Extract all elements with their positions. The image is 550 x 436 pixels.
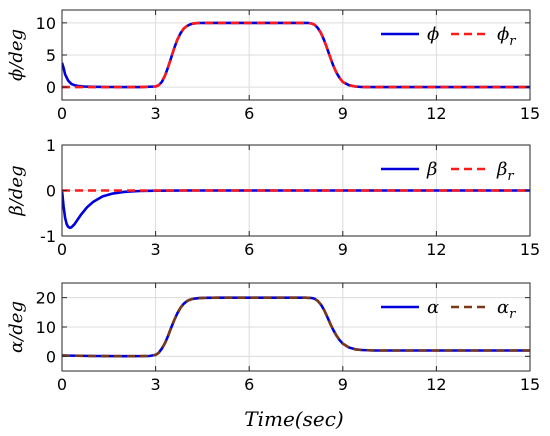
x-tick-label: 15 — [520, 104, 540, 123]
legend-alpha: α αr — [381, 297, 516, 322]
x-tick-label: 0 — [57, 104, 67, 123]
x-tick-label: 9 — [338, 104, 348, 123]
x-tick-label: 15 — [520, 240, 540, 259]
x-tick-label: 0 — [57, 240, 67, 259]
x-tick-label: 9 — [338, 375, 348, 394]
y-tick-label: 0 — [46, 78, 56, 97]
x-tick-label: 6 — [244, 240, 254, 259]
y-tick-label: 0 — [46, 182, 56, 201]
series-line-phi-r — [62, 21, 530, 89]
x-tick-label: 3 — [151, 240, 161, 259]
legend-label: β — [426, 159, 437, 180]
x-tick-label: 0 — [57, 375, 67, 394]
y-tick-label: -1 — [40, 227, 56, 246]
y-tick-label: 0 — [46, 347, 56, 366]
y-axis-label-alpha: α/deg — [6, 301, 27, 353]
x-tick-label: 3 — [151, 104, 161, 123]
subplot-phi: 0 3 6 9 12 15 0 5 10 ϕ/deg ϕ ϕr — [6, 9, 540, 123]
legend-label: βr — [496, 159, 514, 184]
legend-label: ϕr — [497, 24, 516, 49]
y-tick-label: 10 — [36, 318, 56, 337]
legend-label: ϕ — [427, 24, 439, 45]
x-tick-label: 9 — [338, 240, 348, 259]
legend-label: αr — [497, 297, 516, 322]
x-tick-label: 12 — [426, 104, 446, 123]
x-axis-label: Time(sec) — [244, 407, 343, 431]
x-tick-label: 12 — [426, 375, 446, 394]
y-tick-label: 10 — [36, 14, 56, 33]
x-tick-label: 15 — [520, 375, 540, 394]
x-tick-label: 12 — [426, 240, 446, 259]
legend-phi: ϕ ϕr — [381, 24, 516, 49]
y-axis-label-phi: ϕ/deg — [6, 29, 27, 81]
x-tick-label: 6 — [244, 104, 254, 123]
x-tick-label: 6 — [244, 375, 254, 394]
y-tick-label: 1 — [46, 136, 56, 155]
legend-beta: β βr — [381, 159, 514, 184]
legend-label: α — [427, 297, 439, 318]
y-axis-label-beta: β/deg — [6, 165, 27, 216]
x-tick-label: 3 — [151, 375, 161, 394]
y-tick-label: 5 — [46, 46, 56, 65]
subplot-alpha: 0 3 6 9 12 15 0 10 20 α/deg α αr — [6, 282, 540, 394]
series-line-alpha-r — [62, 296, 530, 358]
y-tick-label: 20 — [36, 289, 56, 308]
